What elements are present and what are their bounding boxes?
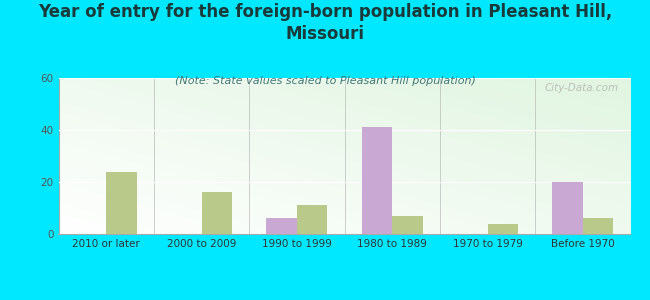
Bar xyxy=(488,224,518,234)
Text: City-Data.com: City-Data.com xyxy=(545,83,619,93)
Bar xyxy=(392,216,422,234)
Text: Year of entry for the foreign-born population in Pleasant Hill,
Missouri: Year of entry for the foreign-born popul… xyxy=(38,3,612,43)
Bar xyxy=(266,218,297,234)
Bar xyxy=(202,192,232,234)
Legend: Pleasant Hill, Missouri: Pleasant Hill, Missouri xyxy=(244,299,445,300)
Bar xyxy=(106,172,136,234)
Bar xyxy=(361,128,392,234)
Bar xyxy=(583,218,614,234)
Text: (Note: State values scaled to Pleasant Hill population): (Note: State values scaled to Pleasant H… xyxy=(175,76,475,86)
Bar xyxy=(297,206,328,234)
Bar xyxy=(552,182,583,234)
